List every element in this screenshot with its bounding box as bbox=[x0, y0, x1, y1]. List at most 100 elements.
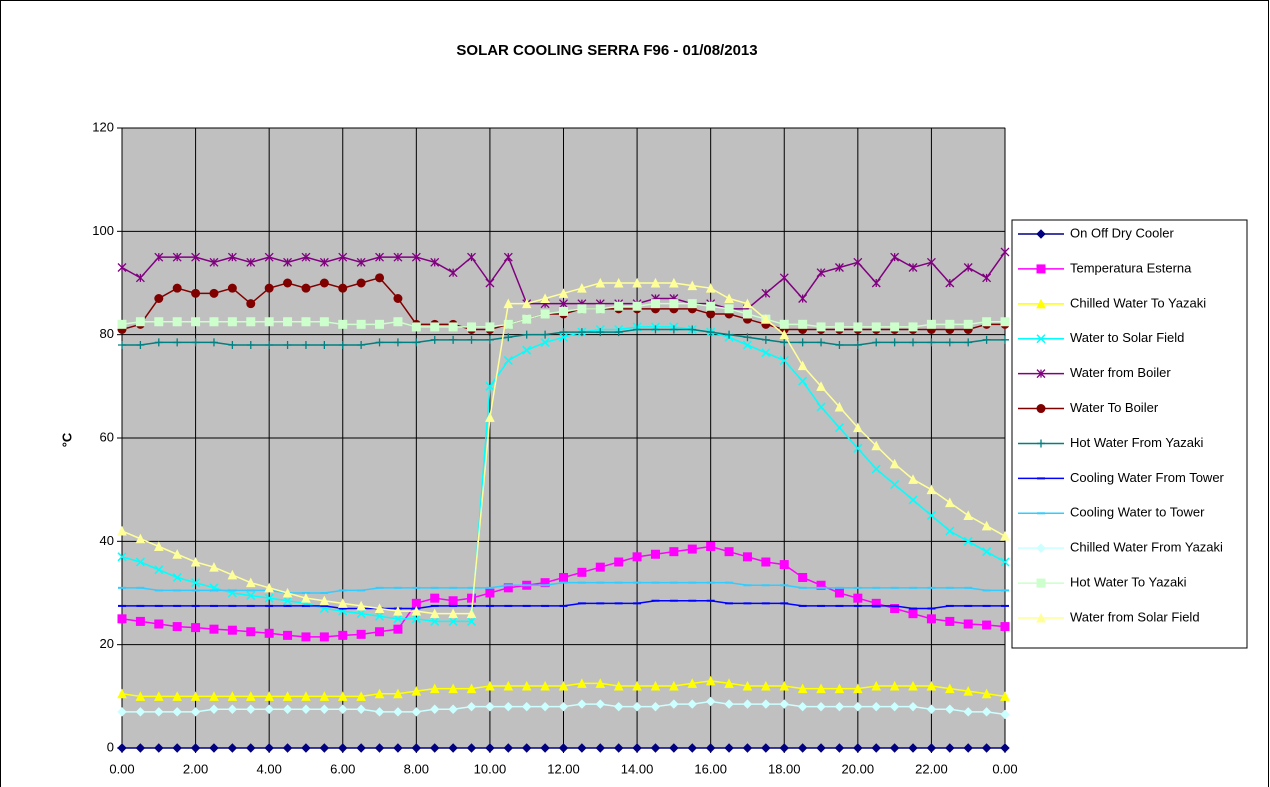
data-point bbox=[779, 680, 790, 691]
data-point bbox=[743, 333, 752, 342]
data-point bbox=[375, 273, 385, 283]
data-point bbox=[742, 743, 753, 753]
data-point bbox=[190, 707, 201, 717]
data-point bbox=[411, 252, 421, 262]
legend-marker bbox=[1037, 439, 1045, 448]
y-tick-label: 0 bbox=[107, 739, 114, 754]
data-point bbox=[448, 704, 458, 714]
legend-label: Water from Boiler bbox=[1070, 365, 1171, 380]
data-point bbox=[375, 611, 385, 621]
data-point bbox=[595, 304, 605, 314]
data-point bbox=[596, 328, 605, 337]
data-point bbox=[264, 283, 274, 293]
x-tick-label: 22.00 bbox=[915, 761, 948, 776]
data-point bbox=[153, 541, 164, 551]
data-point bbox=[724, 547, 734, 557]
data-point bbox=[890, 479, 900, 490]
data-point bbox=[485, 743, 495, 753]
data-point bbox=[467, 335, 476, 344]
x-tick-label: 18.00 bbox=[768, 761, 801, 776]
data-point bbox=[411, 743, 422, 753]
data-point bbox=[651, 325, 660, 334]
data-point bbox=[430, 743, 440, 753]
data-point bbox=[411, 322, 421, 332]
legend-label: Water from Solar Field bbox=[1070, 609, 1200, 624]
data-point bbox=[172, 622, 182, 632]
data-point bbox=[1000, 622, 1010, 632]
data-point bbox=[154, 252, 164, 262]
data-point bbox=[429, 608, 440, 619]
data-point bbox=[779, 329, 790, 340]
data-point bbox=[356, 278, 366, 288]
data-point bbox=[669, 680, 679, 691]
data-point bbox=[632, 743, 642, 753]
data-point bbox=[595, 678, 606, 688]
data-point bbox=[669, 325, 678, 334]
data-point bbox=[871, 680, 882, 691]
data-point bbox=[245, 577, 256, 588]
data-point bbox=[135, 533, 146, 544]
data-point bbox=[430, 335, 439, 344]
data-point bbox=[706, 328, 715, 337]
data-point bbox=[650, 549, 660, 559]
data-point bbox=[963, 743, 973, 753]
data-point bbox=[926, 484, 937, 495]
data-point bbox=[614, 557, 624, 567]
data-point bbox=[319, 632, 329, 642]
data-point bbox=[614, 328, 623, 337]
data-point bbox=[761, 288, 771, 298]
data-point bbox=[963, 686, 974, 696]
x-tick-label: 8.00 bbox=[404, 761, 429, 776]
x-tick-label: 16.00 bbox=[694, 761, 727, 776]
data-point bbox=[118, 341, 126, 349]
data-point bbox=[687, 699, 697, 709]
data-point bbox=[466, 683, 477, 694]
data-point bbox=[945, 683, 955, 694]
data-point bbox=[191, 578, 201, 588]
data-point bbox=[816, 683, 826, 694]
data-point bbox=[890, 604, 900, 613]
data-point bbox=[559, 573, 568, 582]
data-point bbox=[798, 338, 807, 347]
data-point bbox=[374, 688, 385, 699]
data-point bbox=[173, 338, 182, 347]
data-point bbox=[337, 598, 348, 608]
data-point bbox=[393, 252, 403, 262]
data-point bbox=[540, 701, 550, 712]
data-point bbox=[172, 707, 182, 717]
data-point bbox=[301, 317, 311, 327]
data-point bbox=[430, 704, 440, 714]
data-point bbox=[449, 335, 458, 344]
data-point bbox=[338, 704, 348, 714]
data-point bbox=[374, 707, 385, 717]
data-point bbox=[981, 520, 992, 531]
data-point bbox=[908, 609, 918, 619]
legend-marker bbox=[1036, 543, 1046, 553]
data-point bbox=[540, 337, 550, 347]
data-point bbox=[945, 497, 955, 508]
data-point bbox=[650, 701, 661, 712]
data-point bbox=[945, 278, 955, 288]
data-point bbox=[982, 547, 992, 557]
data-point bbox=[393, 317, 403, 327]
data-point bbox=[319, 595, 330, 606]
data-point bbox=[705, 743, 716, 753]
data-point bbox=[117, 552, 127, 562]
data-point bbox=[705, 696, 716, 707]
data-point bbox=[632, 701, 642, 712]
data-point bbox=[779, 560, 789, 570]
data-point bbox=[889, 680, 900, 691]
data-point bbox=[816, 701, 826, 712]
data-point bbox=[227, 317, 237, 327]
data-point bbox=[503, 583, 513, 593]
data-point bbox=[227, 704, 238, 714]
data-point bbox=[521, 680, 532, 691]
data-point bbox=[135, 273, 145, 283]
data-point bbox=[687, 743, 697, 753]
data-point bbox=[650, 277, 661, 288]
data-point bbox=[834, 588, 844, 598]
data-point bbox=[816, 743, 826, 753]
data-point bbox=[283, 278, 293, 288]
data-point bbox=[466, 701, 477, 712]
